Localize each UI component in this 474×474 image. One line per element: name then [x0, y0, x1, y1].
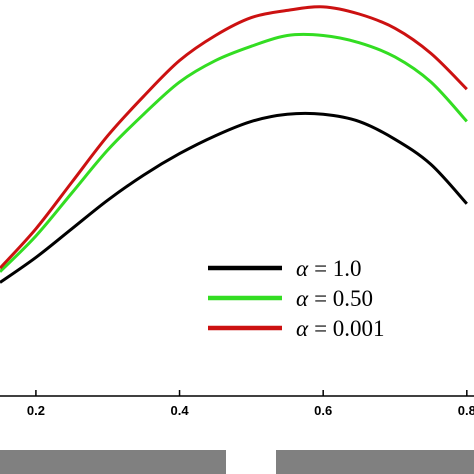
x-tick-label-0: 0.2	[27, 403, 45, 418]
legend-label-2: α = 0.001	[296, 316, 385, 341]
legend-value-0: = 1.0	[314, 256, 361, 281]
series-layer	[0, 5, 468, 284]
series-line-0	[0, 111, 468, 284]
legend-symbol-0: α	[296, 256, 309, 281]
legend-label-1: α = 0.50	[296, 286, 373, 311]
legend-label-0: α = 1.0	[296, 256, 362, 281]
x-ticks: 0.2 0.4 0.6 0.8	[27, 390, 474, 418]
series-line-2	[0, 5, 468, 270]
x-tick-label-2: 0.6	[314, 403, 332, 418]
legend: α = 1.0α = 0.50α = 0.001	[208, 256, 385, 341]
legend-value-2: = 0.001	[314, 316, 384, 341]
legend-symbol-1: α	[296, 286, 309, 311]
footer-bar-right	[276, 450, 474, 474]
footer-bar-left	[0, 450, 226, 474]
x-tick-label-1: 0.4	[171, 403, 190, 418]
legend-symbol-2: α	[296, 316, 309, 341]
series-line-1	[0, 32, 468, 273]
x-tick-label-3: 0.8	[458, 403, 474, 418]
legend-value-1: = 0.50	[314, 286, 373, 311]
